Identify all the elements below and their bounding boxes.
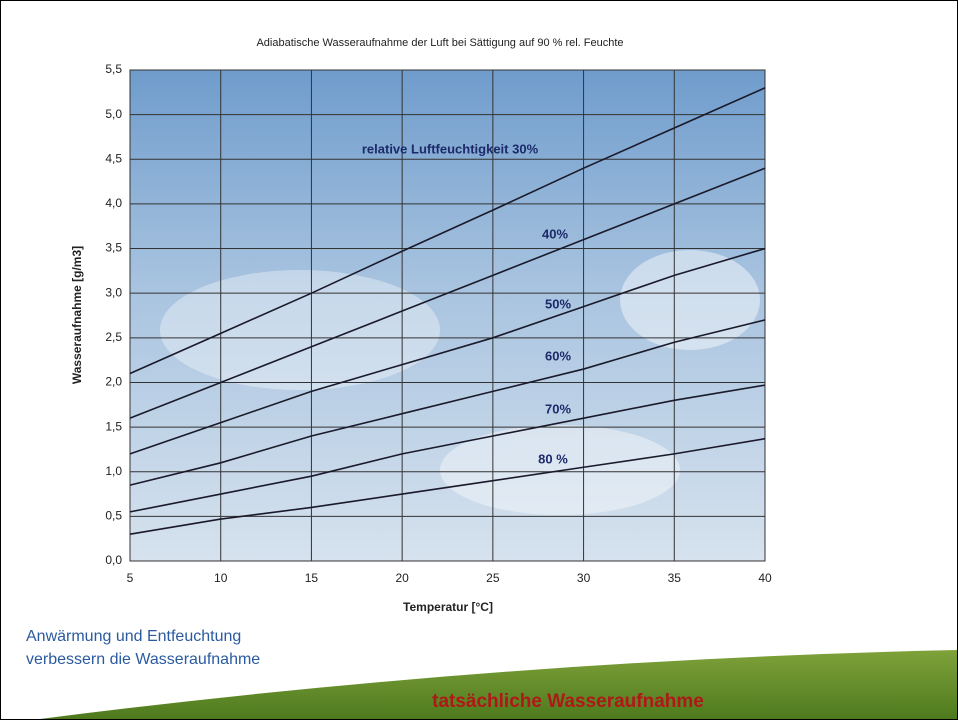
note-line: Anwärmung und Entfeuchtung <box>26 628 241 645</box>
x-tick-label: 5 <box>127 571 134 585</box>
series-line <box>129 319 766 486</box>
y-tick-label: 3,0 <box>105 285 122 299</box>
y-tick-label: 1,0 <box>105 464 122 478</box>
series-label: 40% <box>542 226 568 241</box>
series-line <box>129 87 766 375</box>
series-label: relative Luftfeuchtigkeit 30% <box>362 141 539 156</box>
y-tick-label: 3,5 <box>105 241 122 255</box>
x-tick-label: 30 <box>577 571 591 585</box>
y-tick-label: 4,5 <box>105 151 122 165</box>
plot-border <box>129 69 766 562</box>
series-label: 50% <box>545 296 571 311</box>
y-tick-label: 2,5 <box>105 330 122 344</box>
y-tick-label: 5,5 <box>105 62 122 76</box>
hill <box>40 650 957 719</box>
chart-title: Adiabatische Wasseraufnahme der Luft bei… <box>256 37 623 49</box>
y-axis-label: Wasseraufnahme [g/m3] <box>70 246 84 384</box>
x-tick-label: 25 <box>486 571 500 585</box>
cloud <box>620 250 760 350</box>
series-line <box>129 437 766 536</box>
x-axis-label: Temperatur [°C] <box>403 600 493 614</box>
y-tick-label: 2,0 <box>105 375 122 389</box>
y-tick-label: 0,5 <box>105 509 122 523</box>
series-line <box>129 247 766 455</box>
x-tick-label: 40 <box>758 571 772 585</box>
note-line: verbessern die Wasseraufnahme <box>26 651 260 668</box>
series-label: 80 % <box>538 451 568 466</box>
footer-text: tatsächliche Wasseraufnahme <box>432 691 704 712</box>
series-line <box>129 384 766 513</box>
x-tick-label: 20 <box>395 571 409 585</box>
series-line <box>129 167 766 419</box>
cloud <box>160 270 440 390</box>
x-tick-label: 35 <box>668 571 682 585</box>
y-tick-label: 4,0 <box>105 196 122 210</box>
y-tick-label: 0,0 <box>105 553 122 567</box>
y-tick-label: 5,0 <box>105 107 122 121</box>
x-tick-label: 15 <box>305 571 319 585</box>
y-tick-label: 1,5 <box>105 419 122 433</box>
x-tick-label: 10 <box>214 571 228 585</box>
series-label: 70% <box>545 401 571 416</box>
plot-background <box>130 70 765 561</box>
series-label: 60% <box>545 348 571 363</box>
